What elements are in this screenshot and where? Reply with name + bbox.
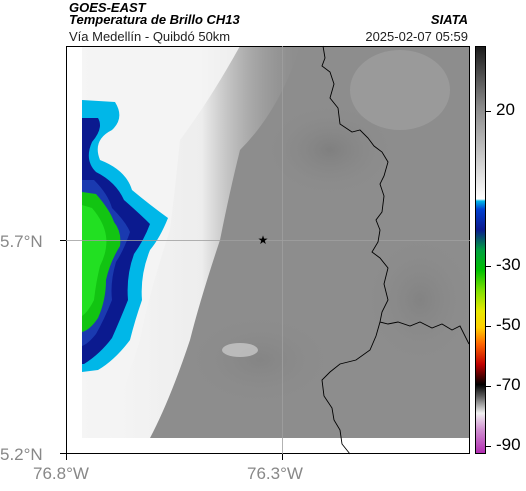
- colorbar-label: -50: [496, 315, 521, 334]
- lat-tick-label: 5.7°N: [0, 232, 43, 251]
- colorbar-label: -30: [496, 255, 521, 274]
- colorbar-label: 20: [496, 100, 515, 119]
- department-border: [321, 45, 470, 345]
- brand-label: SIATA: [430, 12, 468, 27]
- star-icon: ★: [258, 233, 269, 247]
- product-title: Temperatura de Brillo CH13: [69, 12, 240, 27]
- lon-tick-label: 76.8°W: [33, 464, 89, 483]
- colorbar: [475, 46, 491, 454]
- lon-tick-label: 76.3°W: [247, 464, 303, 483]
- region-label: Vía Medellín - Quibdó 50km: [69, 29, 231, 44]
- source-title: GOES-EAST: [69, 0, 146, 15]
- department-border-south: [321, 321, 381, 455]
- colorbar-label: -90: [496, 435, 521, 454]
- satellite-image: [82, 46, 469, 438]
- lat-tick-label: 5.2°N: [0, 445, 43, 464]
- colorbar-label: -70: [496, 375, 521, 394]
- timestamp: 2025-02-07 05:59: [365, 29, 468, 44]
